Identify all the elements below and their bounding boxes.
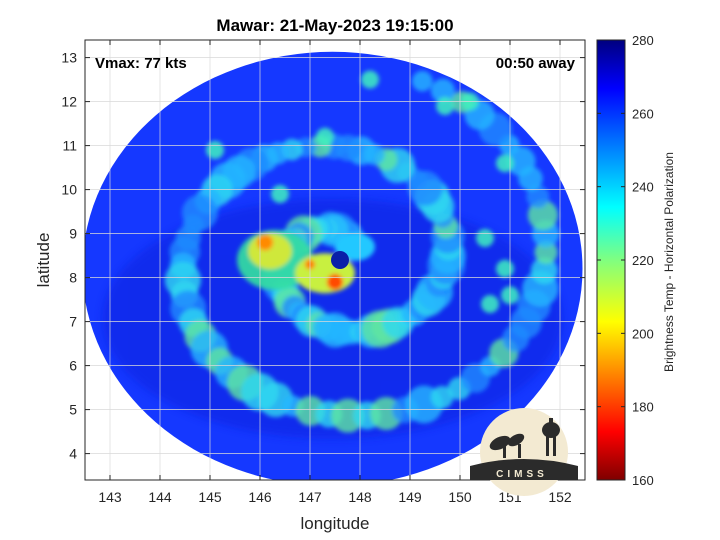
y-tick-label: 4 xyxy=(69,446,77,462)
rain-band-cell xyxy=(430,385,454,409)
storm-eye xyxy=(331,251,349,269)
convective-cell xyxy=(496,259,514,278)
convective-cell xyxy=(271,185,289,203)
colorbar-label: Brightness Temp - Horizontal Polarizatio… xyxy=(662,152,676,372)
x-axis-label: longitude xyxy=(300,514,369,533)
rain-band-cell xyxy=(506,146,536,176)
time-away-annotation: 00:50 away xyxy=(496,55,576,72)
x-tick-label: 152 xyxy=(548,489,572,505)
y-tick-label: 6 xyxy=(69,358,77,374)
x-tick-label: 144 xyxy=(148,489,172,505)
rain-band-cell xyxy=(430,78,455,103)
rain-band-cell xyxy=(534,240,558,264)
colorbar-tick-label: 220 xyxy=(632,253,654,268)
x-tick-label: 146 xyxy=(248,489,272,505)
colorbar-tick-label: 160 xyxy=(632,473,654,488)
colorbar-tick-label: 260 xyxy=(632,106,654,121)
x-tick-label: 143 xyxy=(98,489,122,505)
axes-box xyxy=(84,39,586,481)
colorbar-tick-label: 280 xyxy=(632,33,654,48)
microwave-swath xyxy=(85,51,583,480)
y-tick-label: 13 xyxy=(61,50,77,66)
x-tick-label: 145 xyxy=(198,489,222,505)
convective-cell xyxy=(496,154,514,173)
convective-cell xyxy=(361,70,379,89)
grid-lines xyxy=(85,40,585,480)
y-tick-label: 10 xyxy=(61,182,77,198)
y-tick-label: 11 xyxy=(62,138,77,154)
convective-cell xyxy=(436,97,454,115)
y-tick-label: 5 xyxy=(69,402,77,418)
y-tick-label: 7 xyxy=(69,314,77,330)
colorbar-tick-label: 200 xyxy=(632,326,654,341)
convective-cell xyxy=(476,229,494,247)
x-axis-ticks: 143 144 145 146 147 148 149 150 151 152 xyxy=(98,40,572,505)
y-axis-label: latitude xyxy=(34,233,53,288)
colorbar-tick-label: 180 xyxy=(632,400,654,415)
x-tick-label: 148 xyxy=(348,489,372,505)
rain-band-cell xyxy=(526,185,550,209)
x-tick-label: 147 xyxy=(298,489,322,505)
y-tick-label: 12 xyxy=(61,94,77,110)
vmax-annotation: Vmax: 77 kts xyxy=(95,55,187,72)
y-axis-ticks: 4 5 6 7 8 9 10 11 12 13 xyxy=(61,50,585,462)
colorbar xyxy=(596,39,626,481)
rain-band-cell xyxy=(411,70,433,92)
cimss-logo-text: CIMSS xyxy=(496,469,548,480)
convective-cell xyxy=(481,295,499,313)
chart-title: Mawar: 21-May-2023 19:15:00 xyxy=(216,16,453,35)
colorbar-ticks: 160 180 200 220 240 260 280 xyxy=(597,33,654,488)
convective-cell xyxy=(316,127,334,146)
convective-cell xyxy=(206,141,224,159)
y-tick-label: 8 xyxy=(69,270,77,286)
cimss-logo: CIMSS xyxy=(470,408,578,496)
y-tick-label: 9 xyxy=(69,226,77,242)
x-tick-label: 150 xyxy=(448,489,472,505)
x-tick-label: 149 xyxy=(398,489,422,505)
colorbar-tick-label: 240 xyxy=(632,180,654,195)
